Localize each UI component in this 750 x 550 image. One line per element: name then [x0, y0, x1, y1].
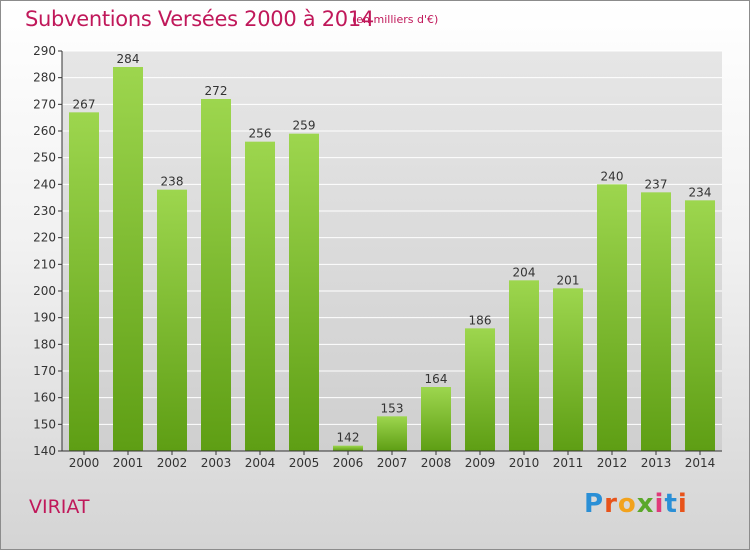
x-tick-label-2001: 2001: [113, 456, 144, 470]
x-tick-label-2004: 2004: [245, 456, 276, 470]
y-tick-label: 230: [33, 204, 56, 218]
data-label-2000: 267: [73, 97, 96, 111]
x-tick-label-2012: 2012: [597, 456, 628, 470]
bars: [69, 67, 715, 452]
data-label-2007: 153: [381, 401, 404, 415]
x-tick-label-2010: 2010: [509, 456, 540, 470]
data-label-2005: 259: [293, 119, 316, 133]
bar-2010: [509, 280, 539, 451]
data-label-2008: 164: [425, 372, 448, 386]
logo-letter: x: [636, 489, 655, 519]
y-tick-label: 180: [33, 337, 56, 351]
x-tick-label-2005: 2005: [289, 456, 320, 470]
y-tick-label: 270: [33, 97, 56, 111]
x-tick-label-2002: 2002: [157, 456, 188, 470]
x-axis: 2000 2001 2002 2003 2004 2005 2006 2007 2008 2009…: [62, 450, 722, 470]
logo-letter: r: [604, 489, 618, 519]
bar-2005: [289, 133, 319, 451]
data-label-2003: 272: [205, 84, 228, 98]
bar-2013: [641, 192, 671, 452]
y-tick-label: 170: [33, 364, 56, 378]
bar-2007: [377, 416, 407, 451]
data-label-2012: 240: [601, 169, 624, 183]
y-tick-label: 160: [33, 391, 56, 405]
y-tick-label: 150: [33, 417, 56, 431]
bar-2001: [113, 67, 143, 451]
x-tick-label-2003: 2003: [201, 456, 232, 470]
logo-letter: P: [584, 489, 605, 519]
proxiti-logo: Proxiti: [584, 489, 688, 519]
data-label-2001: 284: [117, 52, 140, 66]
data-label-2002: 238: [161, 175, 184, 189]
x-tick-label-2009: 2009: [465, 456, 496, 470]
x-tick-label-2013: 2013: [641, 456, 672, 470]
y-tick-label: 280: [33, 71, 56, 85]
x-tick-label-2006: 2006: [333, 456, 364, 470]
y-tick-label: 240: [33, 177, 56, 191]
bar-2011: [553, 288, 583, 451]
commune-name: VIRIAT: [29, 496, 90, 518]
data-label-2009: 186: [469, 313, 492, 327]
bar-2009: [465, 328, 495, 451]
data-label-2010: 204: [513, 265, 536, 279]
x-tick-label-2011: 2011: [553, 456, 584, 470]
y-tick-label: 290: [33, 44, 56, 58]
y-tick-label: 140: [33, 444, 56, 458]
bar-2006: [333, 445, 363, 451]
bar-2012: [597, 184, 627, 452]
y-tick-label: 210: [33, 257, 56, 271]
bar-2004: [245, 141, 275, 451]
y-tick-label: 200: [33, 284, 56, 298]
logo-letter: o: [617, 489, 637, 519]
data-label-2013: 237: [645, 177, 668, 191]
bar-2014: [685, 200, 715, 451]
data-labels: 267 284 238 272 256 259 142 153 164 186 204 201 240 2…: [73, 52, 712, 445]
y-tick-label: 250: [33, 151, 56, 165]
data-label-2014: 234: [689, 185, 712, 199]
x-tick-label-2007: 2007: [377, 456, 408, 470]
y-axis: 140 150 160 170 180 190 200 210 220 230 240 250 260 2…: [33, 44, 63, 458]
chart-subtitle: (en milliers d'€): [352, 13, 439, 26]
bar-2003: [201, 99, 231, 451]
x-tick-label-2008: 2008: [421, 456, 452, 470]
y-tick-label: 260: [33, 124, 56, 138]
data-label-2004: 256: [249, 127, 272, 141]
data-label-2011: 201: [557, 273, 580, 287]
y-tick-label: 190: [33, 311, 56, 325]
logo-letter: t: [664, 489, 678, 519]
bar-2000: [69, 112, 99, 451]
chart-title: Subventions Versées 2000 à 2014: [25, 7, 374, 31]
x-tick-label-2014: 2014: [685, 456, 716, 470]
logo-letter: i: [677, 489, 688, 519]
data-label-2006: 142: [337, 431, 360, 445]
y-tick-label: 220: [33, 231, 56, 245]
logo-letter: i: [654, 489, 665, 519]
bar-2008: [421, 387, 451, 451]
x-tick-label-2000: 2000: [69, 456, 100, 470]
bar-2002: [157, 189, 187, 451]
